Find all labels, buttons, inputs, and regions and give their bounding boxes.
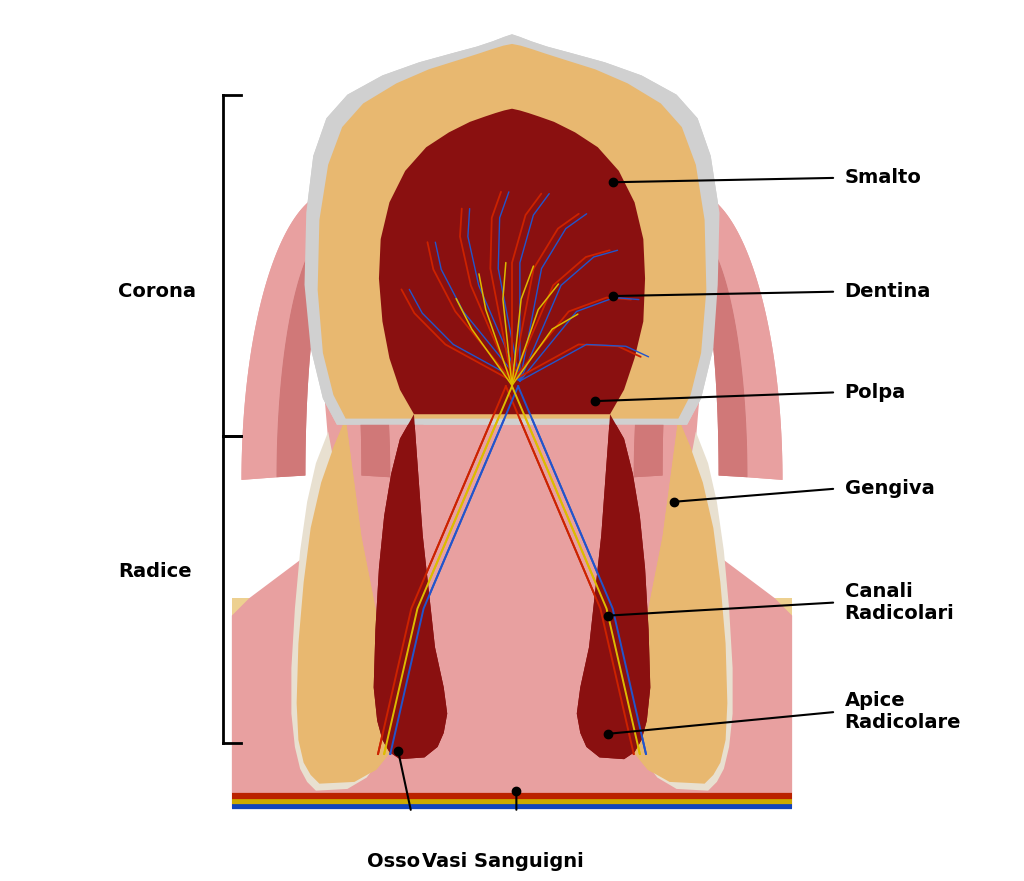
Polygon shape: [242, 191, 425, 480]
Polygon shape: [599, 191, 782, 480]
Polygon shape: [231, 598, 793, 808]
Ellipse shape: [399, 751, 415, 761]
Polygon shape: [626, 418, 727, 784]
Polygon shape: [231, 196, 793, 808]
Ellipse shape: [724, 699, 738, 708]
Polygon shape: [599, 191, 782, 480]
Text: Canali
Radicolari: Canali Radicolari: [845, 582, 954, 623]
Text: Radice: Radice: [118, 562, 191, 581]
Polygon shape: [297, 418, 398, 784]
Polygon shape: [292, 432, 388, 790]
Polygon shape: [577, 414, 650, 759]
Ellipse shape: [371, 644, 390, 657]
Ellipse shape: [681, 629, 693, 638]
Polygon shape: [304, 34, 720, 425]
Ellipse shape: [243, 743, 256, 751]
Text: Corona: Corona: [118, 282, 196, 301]
Polygon shape: [379, 108, 645, 414]
Text: Gengiva: Gengiva: [845, 479, 935, 498]
Ellipse shape: [556, 627, 573, 640]
Polygon shape: [242, 191, 425, 480]
Ellipse shape: [287, 628, 300, 638]
Ellipse shape: [575, 751, 589, 760]
Polygon shape: [374, 414, 447, 759]
Ellipse shape: [523, 759, 537, 769]
Ellipse shape: [260, 787, 273, 795]
Polygon shape: [276, 228, 390, 478]
Ellipse shape: [740, 741, 757, 752]
Ellipse shape: [356, 707, 371, 717]
Polygon shape: [276, 228, 390, 478]
Polygon shape: [636, 432, 732, 790]
Polygon shape: [577, 414, 650, 759]
Ellipse shape: [486, 680, 503, 692]
Polygon shape: [317, 44, 707, 418]
Text: Smalto: Smalto: [845, 168, 922, 188]
Text: Apice
Radicolare: Apice Radicolare: [845, 692, 962, 732]
Polygon shape: [317, 44, 707, 418]
Polygon shape: [634, 228, 748, 478]
Ellipse shape: [257, 679, 276, 692]
Ellipse shape: [310, 723, 328, 736]
Text: Polpa: Polpa: [845, 383, 906, 402]
Polygon shape: [374, 414, 447, 759]
Text: Osso: Osso: [368, 852, 421, 871]
Ellipse shape: [653, 777, 669, 788]
Polygon shape: [297, 418, 398, 784]
Ellipse shape: [618, 637, 633, 648]
Polygon shape: [626, 418, 727, 784]
Polygon shape: [317, 44, 707, 418]
Ellipse shape: [330, 777, 344, 787]
Ellipse shape: [460, 776, 476, 788]
Polygon shape: [379, 108, 645, 414]
Text: Vasi Sanguigni: Vasi Sanguigni: [422, 852, 584, 871]
Ellipse shape: [430, 696, 454, 711]
Text: Dentina: Dentina: [845, 282, 931, 301]
Polygon shape: [304, 34, 720, 425]
Ellipse shape: [591, 706, 608, 718]
Polygon shape: [634, 228, 748, 478]
Ellipse shape: [694, 661, 715, 675]
